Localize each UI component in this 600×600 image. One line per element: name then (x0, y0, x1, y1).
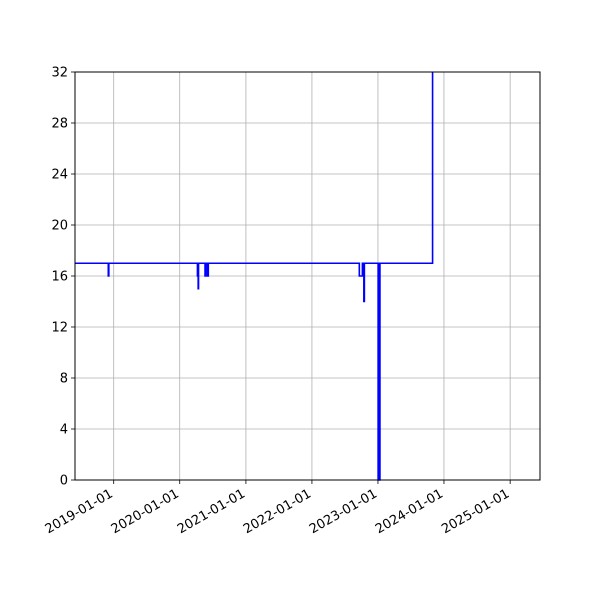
y-tick-label: 20 (51, 219, 68, 234)
x-tick-label: 2022-01-01 (241, 486, 314, 537)
x-tick-label: 2020-01-01 (109, 486, 182, 537)
x-tick-label: 2025-01-01 (439, 486, 512, 537)
y-tick-label: 32 (51, 66, 68, 81)
grid-lines (75, 71, 540, 481)
x-tick-label: 2021-01-01 (175, 486, 248, 537)
x-tick-label: 2019-01-01 (43, 486, 116, 537)
y-tick-label: 24 (51, 168, 68, 183)
y-tick-label: 28 (51, 117, 68, 132)
y-tick-label: 4 (60, 423, 68, 438)
x-tick-label: 2023-01-01 (307, 486, 380, 537)
y-tick-label: 0 (60, 474, 68, 489)
y-tick-label: 16 (51, 270, 68, 285)
y-axis: 0 4 8 12 16 20 24 28 32 (51, 66, 75, 489)
x-axis: 2019-01-012020-01-012021-01-012022-01-01… (43, 480, 512, 537)
x-tick-label: 2024-01-01 (373, 486, 446, 537)
y-tick-label: 12 (51, 321, 68, 336)
y-tick-label: 8 (60, 372, 68, 387)
